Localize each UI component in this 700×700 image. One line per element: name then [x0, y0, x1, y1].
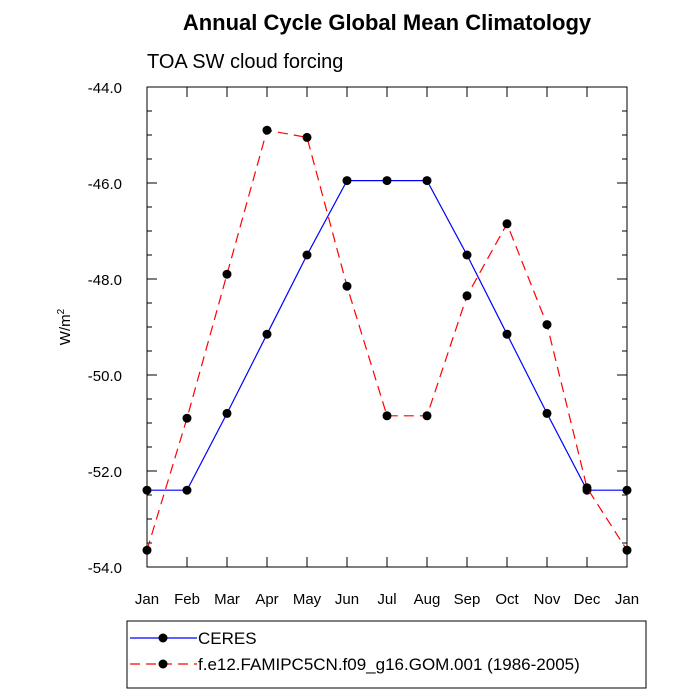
- data-point: [422, 176, 432, 186]
- data-point: [262, 329, 272, 339]
- data-point: [622, 485, 632, 495]
- data-point: [582, 483, 592, 493]
- data-point: [302, 132, 312, 142]
- minor-ticks: [147, 86, 627, 568]
- y-tick-label: -52.0: [88, 464, 122, 481]
- x-tick-label: Oct: [495, 591, 519, 608]
- y-tick-label: -44.0: [88, 80, 122, 97]
- x-tick-label: Sep: [454, 591, 481, 608]
- y-axis-label-text: W/m: [57, 314, 74, 345]
- x-tick-label: Aug: [414, 591, 441, 608]
- x-tick-label: Apr: [255, 591, 278, 608]
- data-point: [342, 176, 352, 186]
- data-point: [622, 545, 632, 555]
- data-point: [222, 408, 232, 418]
- data-point: [302, 250, 312, 260]
- legend: CERES f.e12.FAMIPC5CN.f09_g16.GOM.001 (19…: [130, 629, 580, 674]
- data-point: [542, 320, 552, 330]
- legend-marker: [158, 633, 168, 643]
- data-point: [422, 411, 432, 421]
- data-point: [142, 485, 152, 495]
- data-point: [262, 125, 272, 135]
- chart-subtitle: TOA SW cloud forcing: [147, 51, 343, 73]
- data-point: [142, 545, 152, 555]
- data-point: [542, 408, 552, 418]
- data-point: [462, 250, 472, 260]
- legend-marker: [158, 659, 168, 669]
- x-tick-label: Nov: [534, 591, 561, 608]
- data-point: [182, 485, 192, 495]
- y-axis: -44.0 -46.0 -48.0 -50.0 -52.0 -54.0: [88, 80, 627, 577]
- series-line-ceres: [147, 180, 627, 491]
- x-tick-label: Feb: [174, 591, 200, 608]
- x-tick-label: Mar: [214, 591, 240, 608]
- data-point: [502, 219, 512, 229]
- data-point: [182, 413, 192, 423]
- data-point: [342, 281, 352, 291]
- legend-label: CERES: [198, 629, 257, 648]
- x-tick-label: Jan: [135, 591, 159, 608]
- y-tick-label: -48.0: [88, 272, 122, 289]
- data-point: [382, 176, 392, 186]
- x-axis: Jan Feb Mar Apr May Jun Jul Aug Sep Oct Nov Dec Jan: [135, 87, 639, 608]
- legend-box: [126, 620, 647, 689]
- x-tick-label: May: [293, 591, 322, 608]
- y-tick-label: -46.0: [88, 176, 122, 193]
- plot-frame: [146, 86, 628, 568]
- x-tick-label: Dec: [574, 591, 601, 608]
- data-point: [222, 269, 232, 279]
- series-line-model: [146, 129, 628, 551]
- chart-title: Annual Cycle Global Mean Climatology: [183, 10, 592, 35]
- y-axis-label: W/m2: [56, 308, 74, 345]
- data-point: [462, 291, 472, 301]
- data-point: [382, 411, 392, 421]
- y-tick-label: -54.0: [88, 560, 122, 577]
- legend-label: f.e12.FAMIPC5CN.f09_g16.GOM.001 (1986-20…: [198, 655, 580, 674]
- x-tick-label: Jan: [615, 591, 639, 608]
- x-tick-label: Jul: [377, 591, 396, 608]
- series-group: [142, 125, 632, 555]
- y-tick-label: -50.0: [88, 368, 122, 385]
- y-axis-label-superscript: 2: [56, 308, 67, 314]
- x-tick-label: Jun: [335, 591, 359, 608]
- data-point: [502, 329, 512, 339]
